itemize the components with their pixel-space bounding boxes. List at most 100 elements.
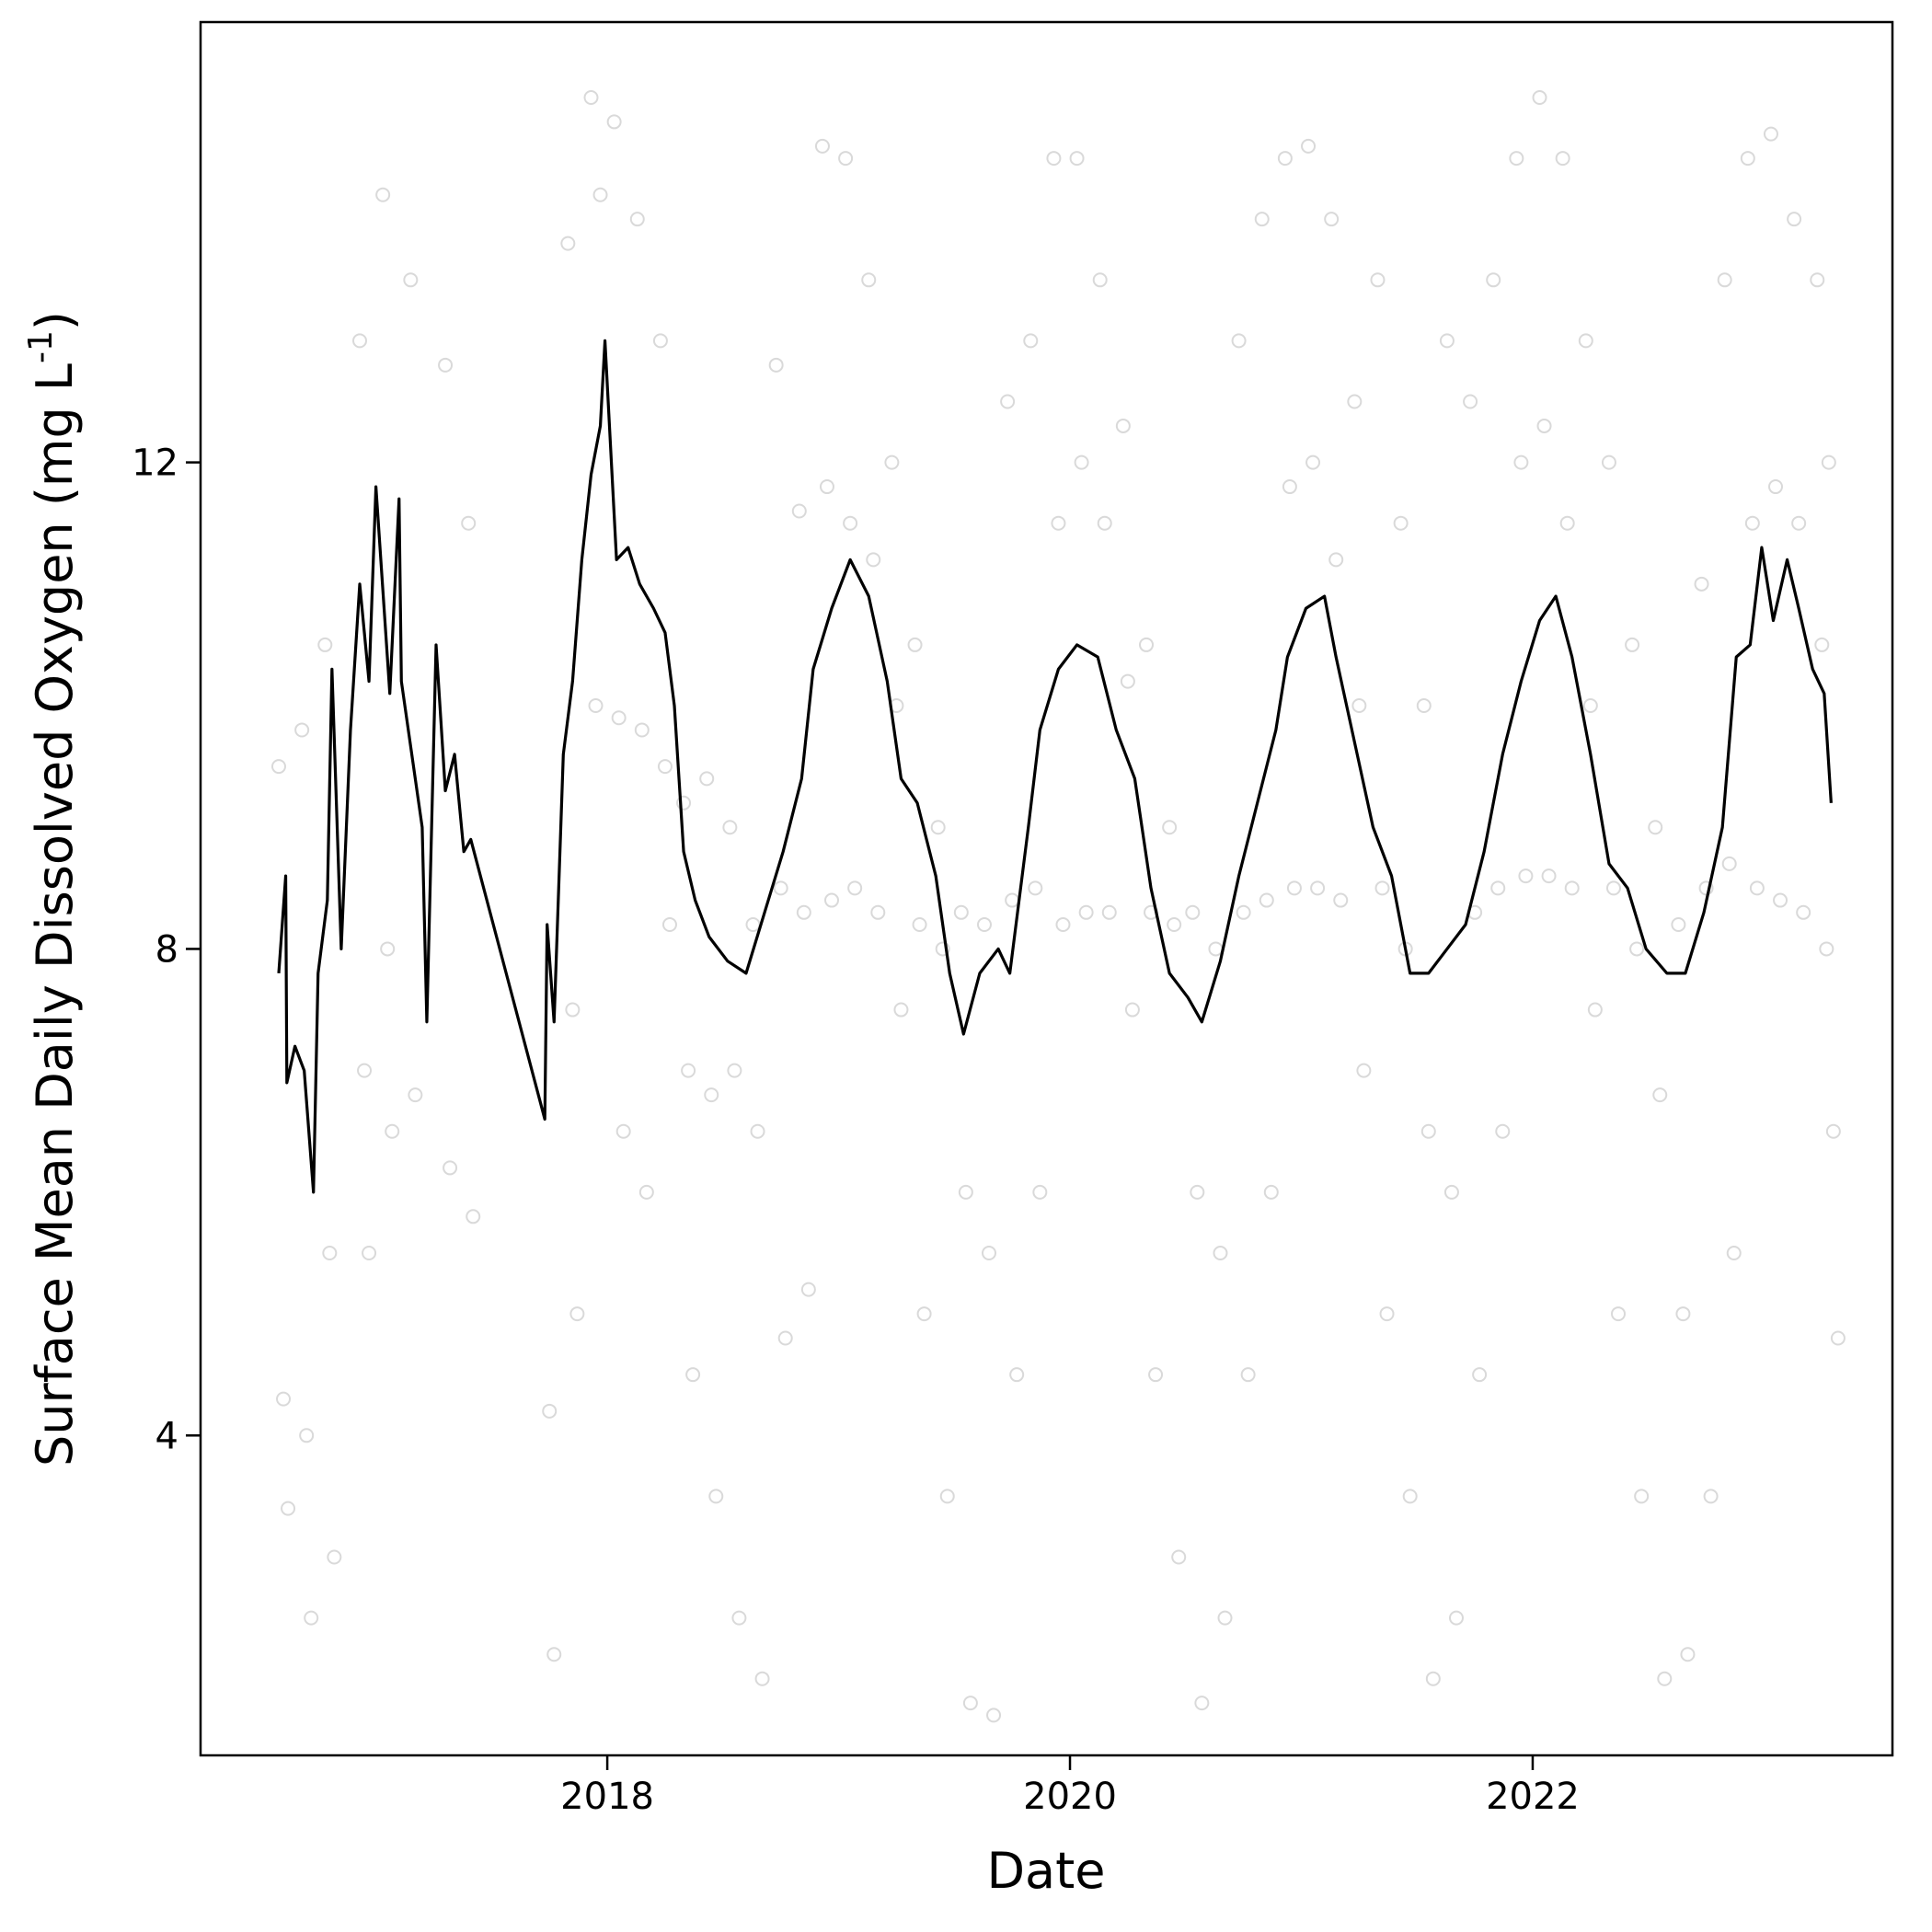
scatter-point [638, 1184, 654, 1200]
scatter-point [791, 503, 807, 519]
scatter-point [1698, 880, 1714, 896]
plot-frame [199, 20, 1894, 1757]
scatter-point [1749, 880, 1765, 896]
scatter-point [403, 272, 419, 288]
scatter-point [1263, 1184, 1279, 1200]
scatter-point [443, 1160, 458, 1176]
scatter-point [322, 1245, 338, 1260]
scatter-point [1194, 1696, 1210, 1711]
scatter-point [1703, 1489, 1719, 1504]
scatter-point [1819, 941, 1834, 957]
scatter-point [1351, 698, 1367, 714]
scatter-point [1601, 454, 1616, 470]
scatter-point [1825, 1123, 1841, 1139]
scatter-point [958, 1184, 973, 1200]
scatter-point [1605, 880, 1621, 896]
scatter-point [704, 1087, 719, 1103]
scatter-point [819, 479, 834, 495]
scatter-point [1490, 880, 1506, 896]
scatter-point [1671, 917, 1686, 933]
scatter-point [1578, 333, 1593, 349]
x-axis-label: Date [986, 1842, 1105, 1900]
scatter-point [1301, 138, 1317, 154]
scatter-point [1055, 917, 1071, 933]
scatter-point [1393, 515, 1409, 531]
scatter-point [1101, 904, 1117, 920]
scatter-point [1282, 479, 1297, 495]
scatter-point [912, 917, 927, 933]
scatter-point [1000, 394, 1016, 409]
scatter-point [800, 1282, 816, 1297]
scatter-point [1009, 1367, 1025, 1383]
scatter-point [1402, 1489, 1418, 1504]
y-axis-label-end: ) [26, 311, 84, 330]
scatter-point [1374, 880, 1390, 896]
scatter-point [1240, 1367, 1256, 1383]
x-tick-label: 2018 [560, 1776, 654, 1818]
scatter-point [1254, 212, 1270, 227]
scatter-point [824, 892, 840, 908]
scatter-point [962, 1696, 978, 1711]
scatter-point [1115, 418, 1131, 433]
y-axis-label-text: Surface Mean Daily Dissolved Oxygen (mg … [26, 363, 84, 1466]
scatter-point [408, 1087, 423, 1103]
scatter-point [661, 917, 677, 933]
scatter-point [1629, 941, 1645, 957]
scatter-point [861, 272, 877, 288]
scatter-point [565, 1002, 581, 1018]
scatter-point [1124, 1002, 1140, 1018]
scatter-point [294, 722, 310, 738]
scatter-point [982, 1245, 997, 1260]
scatter-point [606, 114, 622, 130]
scatter-point [1587, 1002, 1603, 1018]
scatter-point [930, 820, 946, 835]
scatter-point [1680, 1647, 1696, 1662]
scatter-point [1495, 1123, 1511, 1139]
scatter-point [1171, 1549, 1187, 1565]
scatter-point [847, 880, 863, 896]
scatter-point [1416, 698, 1432, 714]
scatter-point [583, 89, 599, 105]
scatter-point [1768, 479, 1784, 495]
scatter-point [1286, 880, 1302, 896]
scatter-point [1814, 637, 1830, 652]
scatter-point [1277, 151, 1293, 167]
scatter-point [1652, 1087, 1668, 1103]
scatter-point [546, 1647, 562, 1662]
scatter-point [935, 941, 950, 957]
scatter-point [1625, 637, 1640, 652]
scatter-point [1648, 820, 1663, 835]
scatter-point [588, 698, 604, 714]
scatter-point [611, 710, 627, 726]
scatter-point [1448, 1610, 1464, 1626]
scatter-point [1379, 1306, 1395, 1322]
scatter-point [1439, 333, 1455, 349]
scatter-point [1231, 333, 1247, 349]
scatter-point [1694, 576, 1709, 592]
scatter-point [916, 1306, 932, 1322]
scatter-point [1675, 1306, 1691, 1322]
scatter-point [1810, 272, 1825, 288]
scatter-point [542, 1403, 558, 1419]
scatter-point [1791, 515, 1807, 531]
scatter-point [1559, 515, 1575, 531]
scatter-point [986, 1708, 1002, 1723]
scatter-point [569, 1306, 585, 1322]
scatter-point [352, 333, 368, 349]
scatter-point [768, 357, 784, 373]
scatter-point [357, 1063, 373, 1078]
scatter-point [327, 1549, 342, 1565]
scatter-point [1051, 515, 1066, 531]
scatter-point [270, 759, 286, 775]
y-tick-label: 4 [155, 1415, 178, 1457]
scatter-point [281, 1501, 296, 1516]
scatter-point [699, 771, 715, 787]
scatter-point [976, 917, 992, 933]
scatter-point [560, 236, 576, 251]
scatter-point [1634, 1489, 1650, 1504]
scatter-point [1657, 1671, 1673, 1686]
scatter-point [1486, 272, 1501, 288]
scatter-point [362, 1245, 377, 1260]
scatter-series [270, 89, 1846, 1723]
scatter-point [1046, 151, 1062, 167]
